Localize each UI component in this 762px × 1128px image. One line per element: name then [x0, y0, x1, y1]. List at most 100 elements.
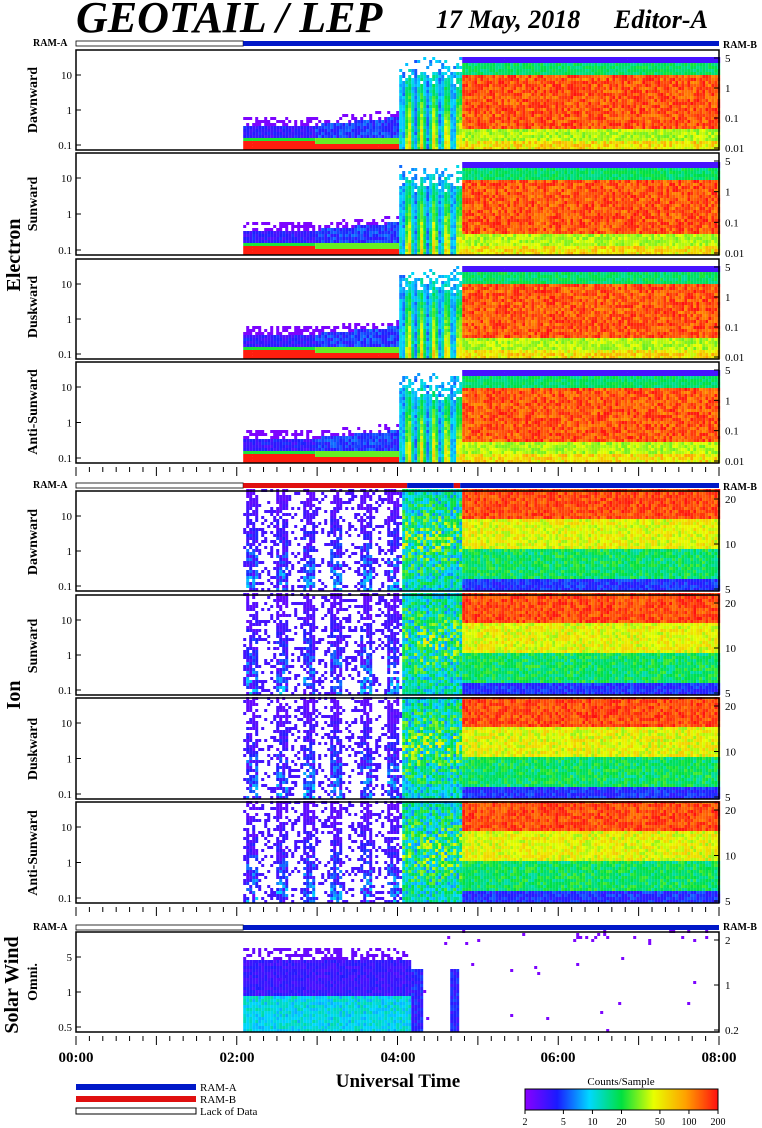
spectrogram-cells-e-duskward	[282, 338, 292, 347]
spectrogram-cells-e-anti-sunward	[480, 382, 499, 388]
spectrogram-cells-e-anti-sunward	[615, 442, 679, 454]
spectrogram-cells-e-anti-sunward	[432, 391, 436, 394]
spectrogram-cells-e-anti-sunward	[525, 454, 529, 457]
spectrogram-cells-i-sunward	[438, 626, 463, 650]
spectrogram-cells-e-sunward	[615, 246, 619, 249]
spectrogram-cells-e-dawnward	[285, 129, 388, 135]
spectrogram-cells-e-sunward	[597, 246, 601, 249]
spectrogram-cells-e-sunward	[432, 210, 436, 213]
panel-label-i-dawnward: Dawnward	[26, 509, 41, 575]
spectrogram-cells-e-anti-sunward	[537, 382, 541, 385]
spectrogram-cells-e-anti-sunward	[420, 439, 424, 442]
spectrogram-cells-i-dawnward	[459, 570, 463, 573]
spectrogram-cells-i-dawnward	[483, 561, 700, 579]
spectrogram-cells-e-duskward	[555, 347, 559, 350]
spectrogram-cells-e-duskward	[618, 353, 622, 356]
spectrogram-cells-e-sunward	[420, 210, 424, 213]
spectrogram-cells-e-dawnward	[444, 78, 448, 81]
spectrogram-cells-e-sunward	[456, 228, 469, 243]
spectrogram-cells-e-dawnward	[417, 99, 421, 102]
spectrogram-cells-e-duskward	[660, 350, 664, 353]
spectrogram-cells-e-anti-sunward	[435, 448, 439, 451]
spectrogram-cells-e-duskward	[441, 320, 445, 323]
spectrogram-cells-e-anti-sunward	[417, 385, 433, 406]
spectrogram-cells-e-sunward	[459, 204, 463, 207]
spectrogram-cells-e-duskward	[375, 326, 394, 341]
spectrogram-cells-e-duskward	[453, 314, 457, 317]
spectrogram-cells-e-sunward	[405, 237, 409, 240]
spectrogram-cells-i-sunward	[243, 593, 403, 695]
spectrogram-cells-e-sunward	[399, 237, 403, 240]
spectrogram-cells-e-sunward	[636, 171, 640, 174]
spectrogram-cells-e-anti-sunward	[387, 439, 391, 442]
spectrogram-cells-e-dawnward	[480, 135, 484, 138]
spectrogram-cells-e-dawnward	[477, 66, 607, 75]
spectrogram-cells-e-anti-sunward	[435, 400, 439, 403]
spectrogram-cells-e-anti-sunward	[423, 382, 427, 385]
spectrogram-cells-e-duskward	[426, 281, 445, 305]
spectrogram-cells-e-dawnward	[450, 108, 454, 111]
spectrogram-cells-i-dawnward	[486, 579, 490, 582]
spectrogram-cells-i-sunward	[417, 662, 445, 671]
spectrogram-cells-e-sunward	[249, 231, 253, 234]
spectrogram-cells-e-dawnward	[450, 132, 457, 147]
spectrogram-cells-i-dawnward	[255, 555, 259, 558]
spectrogram-cells-e-dawnward	[435, 123, 439, 126]
spectrogram-cells-i-sunward	[432, 686, 436, 689]
spectrogram-cells-e-sunward	[339, 231, 343, 234]
spectrogram-cells-e-duskward	[417, 290, 421, 293]
spectrogram-cells-e-anti-sunward	[423, 385, 427, 388]
spectrogram-cells-e-anti-sunward	[252, 445, 256, 448]
spectrogram-cells-e-dawnward	[459, 72, 463, 75]
spectrogram-cells-e-anti-sunward	[246, 448, 256, 451]
spectrogram-cells-e-duskward	[414, 335, 418, 338]
spectrogram-cells-e-duskward	[438, 329, 442, 332]
spectrogram-cells-i-dawnward	[471, 576, 475, 579]
spectrogram-cells-i-dawnward	[420, 513, 424, 516]
spectrogram-cells-e-duskward	[507, 284, 700, 317]
spectrogram-cells-i-dawnward	[483, 579, 487, 582]
spectrogram-cells-e-sunward	[432, 177, 436, 180]
spectrogram-cells-e-sunward	[468, 186, 700, 228]
spectrogram-cells-e-anti-sunward	[441, 403, 445, 406]
spectrogram-cells-e-duskward	[414, 290, 418, 293]
spectrogram-cells-e-sunward	[495, 237, 574, 249]
spectrogram-cells-i-sunward	[477, 599, 640, 623]
spectrogram-cells-e-sunward	[312, 240, 316, 243]
spectrogram-cells-e-duskward	[453, 278, 457, 281]
spectrogram-cells-e-sunward	[459, 213, 463, 216]
spectrogram-cells-e-anti-sunward	[441, 442, 445, 445]
spectrogram-cells-e-dawnward	[360, 123, 364, 126]
panel-frame-e-duskward	[75, 258, 720, 360]
spectrogram-cells-e-dawnward	[375, 129, 382, 138]
spectrogram-cells-e-dawnward	[438, 78, 442, 81]
spectrogram-cells-i-dawnward	[429, 504, 439, 576]
spectrogram-cells-e-sunward	[396, 225, 400, 228]
spectrogram-cells-i-dawnward	[480, 507, 604, 516]
spectrogram-cells-e-dawnward	[309, 135, 313, 138]
spectrogram-cells-i-dawnward	[438, 555, 442, 558]
spectrogram-cells-e-dawnward	[486, 144, 490, 147]
spectrogram-cells-e-dawnward	[405, 135, 409, 138]
spectrogram-cells-e-duskward	[522, 272, 526, 275]
spectrogram-cells-i-sunward	[414, 623, 439, 626]
spectrogram-cells-e-dawnward	[411, 138, 415, 141]
spectrogram-cells-e-anti-sunward	[408, 448, 412, 451]
spectrogram-cells-e-anti-sunward	[429, 406, 433, 409]
spectrogram-cells-i-dawnward	[279, 582, 283, 585]
spectrogram-cells-e-anti-sunward	[387, 442, 391, 445]
spectrogram-cells-e-duskward	[303, 344, 307, 347]
spectrogram-cells-e-duskward	[546, 353, 550, 356]
spectrogram-cells-e-duskward	[429, 293, 445, 308]
spectrogram-cells-e-dawnward	[456, 72, 460, 75]
spectrogram-cells-e-duskward	[252, 338, 256, 341]
spectrogram-cells-i-sunward	[285, 662, 289, 665]
spectrogram-cells-e-duskward	[294, 344, 298, 347]
spectrogram-cells-e-anti-sunward	[429, 433, 433, 436]
spectrogram-cells-i-sunward	[450, 659, 454, 662]
spectrogram-cells-e-anti-sunward	[444, 406, 448, 409]
spectrogram-cells-e-sunward	[519, 168, 559, 180]
spectrogram-cells-e-anti-sunward	[588, 448, 592, 451]
spectrogram-cells-e-sunward	[450, 234, 454, 237]
spectrogram-cells-e-dawnward	[441, 135, 445, 138]
